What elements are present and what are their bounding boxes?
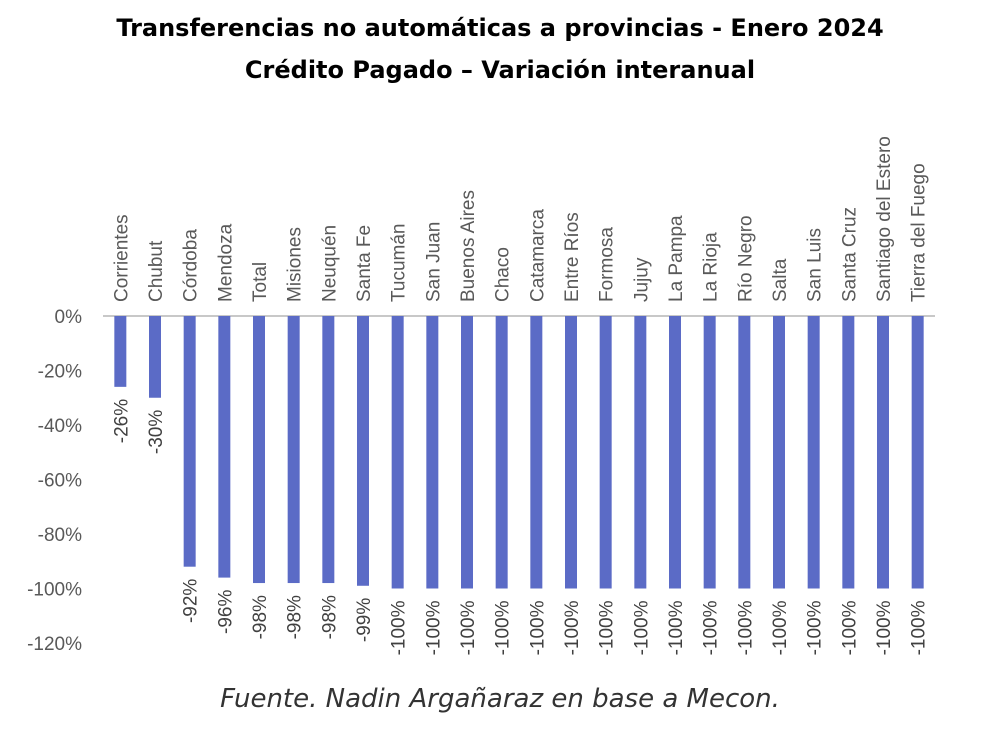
bar: [599, 316, 612, 589]
data-label: -100%: [423, 600, 444, 655]
data-label: -100%: [562, 600, 583, 655]
data-label: -100%: [770, 600, 791, 655]
data-label: -100%: [909, 600, 930, 655]
bar: [738, 316, 751, 589]
bar: [703, 316, 716, 589]
category-label: Santiago del Estero: [874, 136, 895, 302]
bar: [253, 316, 265, 584]
data-label: -100%: [874, 600, 895, 655]
y-tick-label: -100%: [27, 580, 82, 601]
source-note: Fuente. Nadin Argañaraz en base a Mecon.: [220, 684, 780, 714]
y-tick-label: -120%: [27, 634, 82, 655]
category-label: Río Negro: [735, 215, 756, 302]
y-tick-label: -80%: [38, 525, 82, 546]
data-label: -100%: [839, 600, 860, 655]
category-label: San Luis: [805, 228, 826, 302]
bar: [877, 316, 889, 589]
bar: [495, 316, 508, 589]
category-label: Chubut: [146, 240, 167, 302]
category-label: Santa Cruz: [839, 207, 860, 302]
category-label: Tucumán: [389, 224, 410, 303]
data-label: -98%: [285, 595, 306, 639]
data-label: -100%: [701, 600, 722, 655]
y-axis: 0% -20% -40% -60% -80% -100% -120%: [27, 307, 82, 655]
bar: [426, 316, 439, 589]
category-label: Salta: [770, 258, 791, 302]
category-label: Chaco: [493, 247, 514, 302]
bar: [807, 316, 820, 589]
category-label: Santa Fe: [354, 225, 375, 302]
category-label: Catamarca: [527, 209, 548, 302]
category-label: Córdoba: [181, 229, 202, 302]
category-label: Neuquén: [319, 225, 340, 302]
chart-title: Transferencias no automáticas a provinci…: [116, 14, 884, 42]
data-label: -100%: [458, 600, 479, 655]
bar: [114, 316, 127, 387]
category-label: Buenos Aires: [458, 190, 479, 302]
bar: [669, 316, 681, 589]
data-label: -100%: [631, 600, 652, 655]
data-label: -98%: [319, 595, 340, 639]
data-label: -100%: [527, 600, 548, 655]
category-label: La Rioja: [701, 232, 722, 302]
bar: [322, 316, 335, 584]
category-label: Formosa: [597, 227, 618, 302]
data-label: -92%: [181, 579, 202, 623]
y-tick-label: -60%: [38, 471, 82, 492]
data-label: -96%: [215, 589, 236, 633]
category-label: Tierra del Fuego: [909, 163, 930, 302]
category-labels: Corrientes Chubut Córdoba Mendoza Total Misio…: [111, 136, 929, 302]
data-labels: -26% -30% -92% -96% -98% -98% -98% -99% -100% -10…: [111, 399, 929, 656]
chart-subtitle: Crédito Pagado – Variación interanual: [244, 56, 756, 84]
category-label: Corrientes: [111, 214, 132, 302]
bar: [842, 316, 855, 589]
y-tick-label: -20%: [38, 362, 82, 383]
category-label: San Juan: [423, 222, 444, 302]
bar: [287, 316, 300, 584]
data-label: -100%: [389, 600, 410, 655]
data-label: -30%: [146, 410, 167, 454]
data-label: -100%: [805, 600, 826, 655]
bars: [114, 316, 924, 589]
bar: [183, 316, 196, 567]
category-label: Entre Ríos: [562, 212, 583, 302]
bar: [530, 316, 543, 589]
category-label: Jujuy: [631, 257, 652, 302]
bar: [461, 316, 473, 589]
bar: [565, 316, 577, 589]
data-label: -100%: [493, 600, 514, 655]
category-label: Misiones: [285, 227, 306, 302]
bar: [773, 316, 785, 589]
bar: [911, 316, 924, 589]
y-tick-label: 0%: [55, 307, 83, 328]
bar: [357, 316, 369, 586]
y-tick-label: -40%: [38, 416, 82, 437]
bar: [634, 316, 647, 589]
data-label: -98%: [250, 595, 271, 639]
data-label: -26%: [111, 399, 132, 443]
bar: [149, 316, 161, 398]
bar: [218, 316, 231, 578]
category-label: Mendoza: [215, 223, 236, 302]
data-label: -100%: [735, 600, 756, 655]
category-label: La Pampa: [666, 215, 687, 302]
data-label: -99%: [354, 598, 375, 642]
category-label: Total: [250, 262, 271, 302]
data-label: -100%: [666, 600, 687, 655]
data-label: -100%: [597, 600, 618, 655]
bar: [391, 316, 404, 589]
